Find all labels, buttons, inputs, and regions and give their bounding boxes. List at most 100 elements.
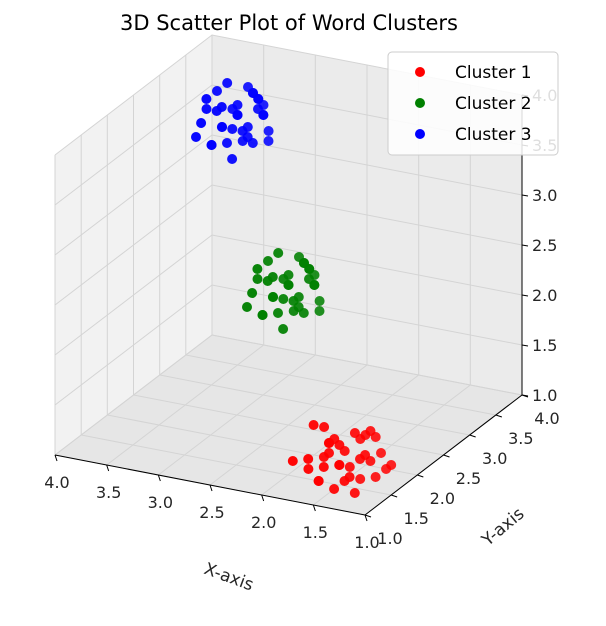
point-cluster-2 [278,294,289,304]
point-cluster-3 [212,86,222,96]
point-cluster-3 [211,106,222,116]
point-cluster-2 [304,274,314,284]
y-tick-label: 1.5 [403,509,428,528]
point-cluster-1 [303,464,314,474]
y-tick [417,474,424,478]
point-cluster-3 [222,78,233,88]
legend-label: Cluster 3 [455,125,532,145]
point-cluster-3 [206,140,217,150]
point-cluster-3 [222,138,232,148]
point-cluster-2 [288,296,299,306]
y-tick-label: 2.0 [430,489,455,508]
legend-box [387,51,559,156]
point-cluster-3 [253,104,263,114]
point-cluster-3 [232,100,243,110]
z-tick-label: 2.5 [532,236,557,255]
data-points [191,78,397,498]
point-cluster-3 [227,154,238,164]
point-cluster-2 [314,296,325,306]
point-cluster-3 [263,136,274,146]
y-tick-label: 3.5 [508,429,533,448]
point-cluster-2 [263,256,273,266]
z-tick [521,194,529,197]
point-cluster-3 [196,118,207,128]
point-cluster-3 [232,110,243,120]
point-cluster-1 [376,448,386,458]
x-tick-label: 2.5 [199,503,224,522]
y-tick [391,494,398,498]
z-gridline [54,284,523,406]
legend-label: Cluster 2 [455,94,532,114]
legend-label: Cluster 1 [455,63,532,83]
point-cluster-1 [339,476,350,486]
point-cluster-2 [273,308,283,318]
point-cluster-1 [303,454,314,464]
y-tick [364,514,372,518]
chart-title: 3D Scatter Plot of Word Clusters [120,11,458,35]
y-tick-label: 1.0 [377,529,402,548]
point-cluster-1 [355,474,366,484]
point-cluster-2 [283,280,294,290]
z-gridline [54,134,523,256]
point-cluster-2 [314,306,325,316]
point-cluster-3 [216,122,227,132]
point-cluster-1 [360,450,371,460]
z-tick-label: 2.0 [532,286,557,305]
point-cluster-2 [283,270,294,280]
point-cluster-2 [242,302,252,312]
point-cluster-1 [349,428,360,438]
point-cluster-1 [318,462,329,472]
point-cluster-1 [334,460,345,470]
point-cluster-1 [386,460,397,470]
point-cluster-1 [344,462,355,472]
z-tick-label: 1.5 [532,336,557,355]
x-tick [157,474,161,482]
z-tick [521,344,529,347]
x-axis-label: X-axis [201,559,256,595]
point-cluster-1 [318,452,329,462]
point-cluster-1 [313,476,324,486]
x-tick-label: 1.0 [354,533,379,552]
legend-marker [415,67,425,77]
z-tick [521,244,529,247]
z-gridline [54,184,523,306]
point-cluster-2 [267,292,278,302]
x-tick-label: 3.5 [96,483,121,502]
x-tick [312,504,316,512]
point-cluster-3 [191,132,201,142]
y-axis-label: Y-axis [477,504,528,551]
point-cluster-1 [370,472,381,482]
y-tick-label: 3.0 [482,449,507,468]
y-tick [443,454,450,458]
point-cluster-2 [262,276,273,286]
x-tick [209,484,213,492]
z-tick [521,394,529,397]
point-cluster-2 [298,258,309,268]
x-tick-label: 2.0 [251,513,276,532]
z-gridline [54,234,523,356]
point-cluster-3 [201,104,212,114]
point-cluster-1 [323,438,334,448]
z-tick-label: 3.0 [532,186,557,205]
y-tick [469,434,476,438]
point-cluster-2 [278,324,289,334]
y-tick-label: 4.0 [534,409,559,428]
point-cluster-2 [252,274,263,284]
legend-marker [415,129,425,139]
x-tick-label: 3.0 [148,493,173,512]
point-cluster-2 [273,248,284,258]
legend-marker [415,98,425,108]
point-cluster-3 [247,88,258,98]
point-cluster-1 [329,484,340,494]
x-tick [261,494,265,502]
point-cluster-1 [287,456,298,466]
point-cluster-1 [319,422,330,432]
z-tick [521,294,529,297]
x-tick [106,464,110,472]
y-tick [495,414,502,418]
z-tick-label: 1.0 [532,386,557,405]
x-tick [364,514,368,522]
y-tick-label: 2.5 [456,469,481,488]
legend: Cluster 1 Cluster 2 Cluster 3 [387,51,559,156]
